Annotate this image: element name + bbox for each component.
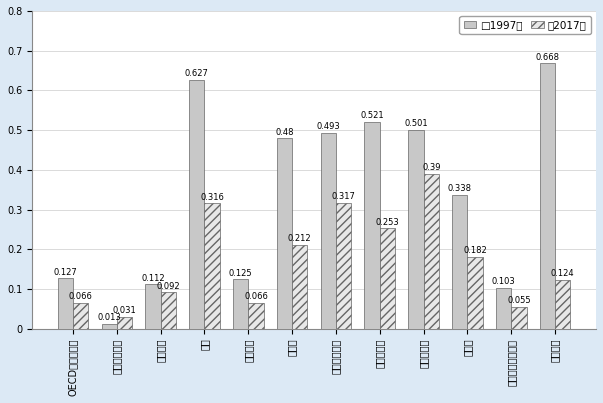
Text: 0.182: 0.182 xyxy=(463,246,487,255)
Text: 0.253: 0.253 xyxy=(376,218,399,227)
Text: 0.066: 0.066 xyxy=(244,292,268,301)
Bar xyxy=(555,280,570,329)
Bar xyxy=(424,174,439,329)
Bar xyxy=(364,122,380,329)
Bar xyxy=(189,80,204,329)
Text: 0.317: 0.317 xyxy=(332,192,356,201)
Text: 0.501: 0.501 xyxy=(404,119,428,128)
Bar xyxy=(408,130,424,329)
Bar xyxy=(336,203,352,329)
Text: 0.055: 0.055 xyxy=(507,296,531,305)
Text: 0.124: 0.124 xyxy=(551,269,575,278)
Text: 0.668: 0.668 xyxy=(535,53,560,62)
Bar xyxy=(248,303,264,329)
Bar xyxy=(101,324,117,329)
Text: 0.092: 0.092 xyxy=(157,282,180,291)
Bar xyxy=(58,278,73,329)
Bar xyxy=(233,279,248,329)
Bar xyxy=(467,257,483,329)
Text: 0.48: 0.48 xyxy=(275,127,294,137)
Text: 0.493: 0.493 xyxy=(317,123,340,131)
Text: 0.112: 0.112 xyxy=(141,274,165,283)
Bar xyxy=(160,292,176,329)
Bar xyxy=(511,307,526,329)
Legend: □1997年, 図2017年: □1997年, 図2017年 xyxy=(459,16,591,35)
Bar xyxy=(117,316,132,329)
Text: 0.031: 0.031 xyxy=(113,306,136,315)
Bar xyxy=(452,195,467,329)
Text: 0.013: 0.013 xyxy=(97,313,121,322)
Bar xyxy=(496,288,511,329)
Text: 0.066: 0.066 xyxy=(69,292,93,301)
Text: 0.127: 0.127 xyxy=(54,268,77,277)
Bar xyxy=(73,303,89,329)
Bar xyxy=(380,229,395,329)
Text: 0.316: 0.316 xyxy=(200,193,224,202)
Bar xyxy=(145,285,160,329)
Text: 0.103: 0.103 xyxy=(491,277,516,286)
Text: 0.338: 0.338 xyxy=(448,184,472,193)
Bar xyxy=(292,245,308,329)
Text: 0.39: 0.39 xyxy=(422,163,441,172)
Bar xyxy=(540,63,555,329)
Bar xyxy=(277,138,292,329)
Text: 0.521: 0.521 xyxy=(361,111,384,120)
Text: 0.125: 0.125 xyxy=(229,268,253,278)
Bar xyxy=(321,133,336,329)
Text: 0.627: 0.627 xyxy=(185,69,209,78)
Bar xyxy=(204,203,220,329)
Text: 0.212: 0.212 xyxy=(288,234,312,243)
